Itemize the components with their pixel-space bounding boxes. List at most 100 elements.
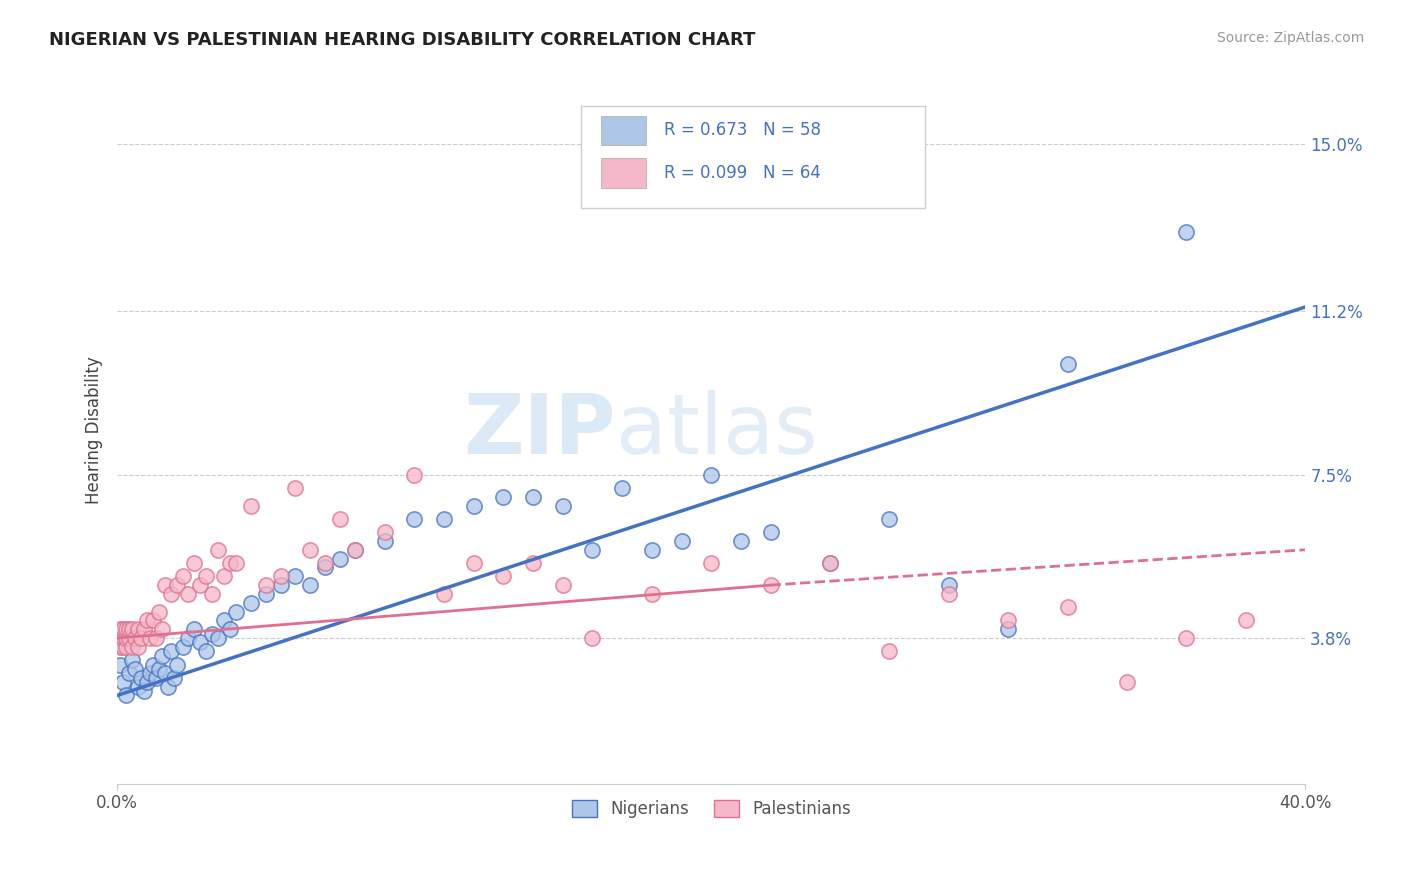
Point — [225, 605, 247, 619]
Point — [581, 631, 603, 645]
Point — [153, 578, 176, 592]
Point — [188, 578, 211, 592]
Point — [818, 556, 841, 570]
Point — [314, 556, 336, 570]
Point — [433, 512, 456, 526]
Point — [166, 657, 188, 672]
Point — [879, 644, 901, 658]
Point — [284, 481, 307, 495]
Point — [145, 631, 167, 645]
Point — [153, 666, 176, 681]
Point — [1116, 675, 1139, 690]
Point — [124, 631, 146, 645]
Point — [135, 614, 157, 628]
Text: ZIP: ZIP — [464, 390, 616, 471]
Point — [551, 499, 574, 513]
Point — [121, 653, 143, 667]
Point — [145, 671, 167, 685]
Point — [254, 578, 277, 592]
Point — [112, 675, 135, 690]
Point — [108, 657, 131, 672]
Point — [463, 499, 485, 513]
Point — [207, 542, 229, 557]
Point — [108, 631, 131, 645]
Point — [142, 614, 165, 628]
Point — [879, 512, 901, 526]
Point — [641, 587, 664, 601]
Point — [404, 467, 426, 482]
Point — [1056, 600, 1078, 615]
Point — [551, 578, 574, 592]
Point — [129, 671, 152, 685]
Point — [700, 556, 723, 570]
Point — [671, 533, 693, 548]
Point — [188, 635, 211, 649]
Point — [129, 631, 152, 645]
Point — [183, 622, 205, 636]
Point — [177, 587, 200, 601]
Point — [329, 512, 352, 526]
Point — [373, 533, 395, 548]
Point — [183, 556, 205, 570]
Point — [938, 578, 960, 592]
Point — [166, 578, 188, 592]
Text: NIGERIAN VS PALESTINIAN HEARING DISABILITY CORRELATION CHART: NIGERIAN VS PALESTINIAN HEARING DISABILI… — [49, 31, 755, 49]
Point — [219, 556, 242, 570]
Point — [343, 542, 366, 557]
Point — [1175, 631, 1198, 645]
Text: atlas: atlas — [616, 390, 818, 471]
Point — [124, 662, 146, 676]
Point — [159, 644, 181, 658]
Point — [299, 542, 322, 557]
Point — [522, 556, 544, 570]
Point — [159, 587, 181, 601]
Point — [115, 640, 138, 654]
Point — [172, 640, 194, 654]
Point — [433, 587, 456, 601]
Point — [254, 587, 277, 601]
Point — [115, 631, 138, 645]
Point — [121, 640, 143, 654]
Point — [818, 556, 841, 570]
Point — [195, 644, 218, 658]
Point — [225, 556, 247, 570]
Point — [492, 569, 515, 583]
Y-axis label: Hearing Disability: Hearing Disability — [86, 357, 103, 505]
Point — [172, 569, 194, 583]
Point — [938, 587, 960, 601]
Legend: Nigerians, Palestinians: Nigerians, Palestinians — [565, 793, 858, 825]
Point — [404, 512, 426, 526]
Point — [118, 666, 141, 681]
Point — [1056, 357, 1078, 371]
Point — [1234, 614, 1257, 628]
Text: R = 0.099   N = 64: R = 0.099 N = 64 — [664, 164, 821, 182]
Point — [610, 481, 633, 495]
Point — [201, 587, 224, 601]
Point — [284, 569, 307, 583]
Point — [132, 622, 155, 636]
Point — [759, 525, 782, 540]
Point — [239, 596, 262, 610]
FancyBboxPatch shape — [600, 116, 645, 145]
Point — [212, 569, 235, 583]
Point — [115, 622, 138, 636]
FancyBboxPatch shape — [600, 158, 645, 187]
Point — [108, 622, 131, 636]
Point — [299, 578, 322, 592]
Point — [463, 556, 485, 570]
FancyBboxPatch shape — [581, 105, 925, 208]
Point — [700, 467, 723, 482]
Point — [132, 684, 155, 698]
Point — [492, 490, 515, 504]
Point — [177, 631, 200, 645]
Point — [112, 622, 135, 636]
Point — [121, 622, 143, 636]
Point — [270, 569, 292, 583]
Point — [118, 622, 141, 636]
Point — [139, 666, 162, 681]
Point — [212, 614, 235, 628]
Point — [522, 490, 544, 504]
Point — [150, 622, 173, 636]
Point — [329, 551, 352, 566]
Point — [108, 640, 131, 654]
